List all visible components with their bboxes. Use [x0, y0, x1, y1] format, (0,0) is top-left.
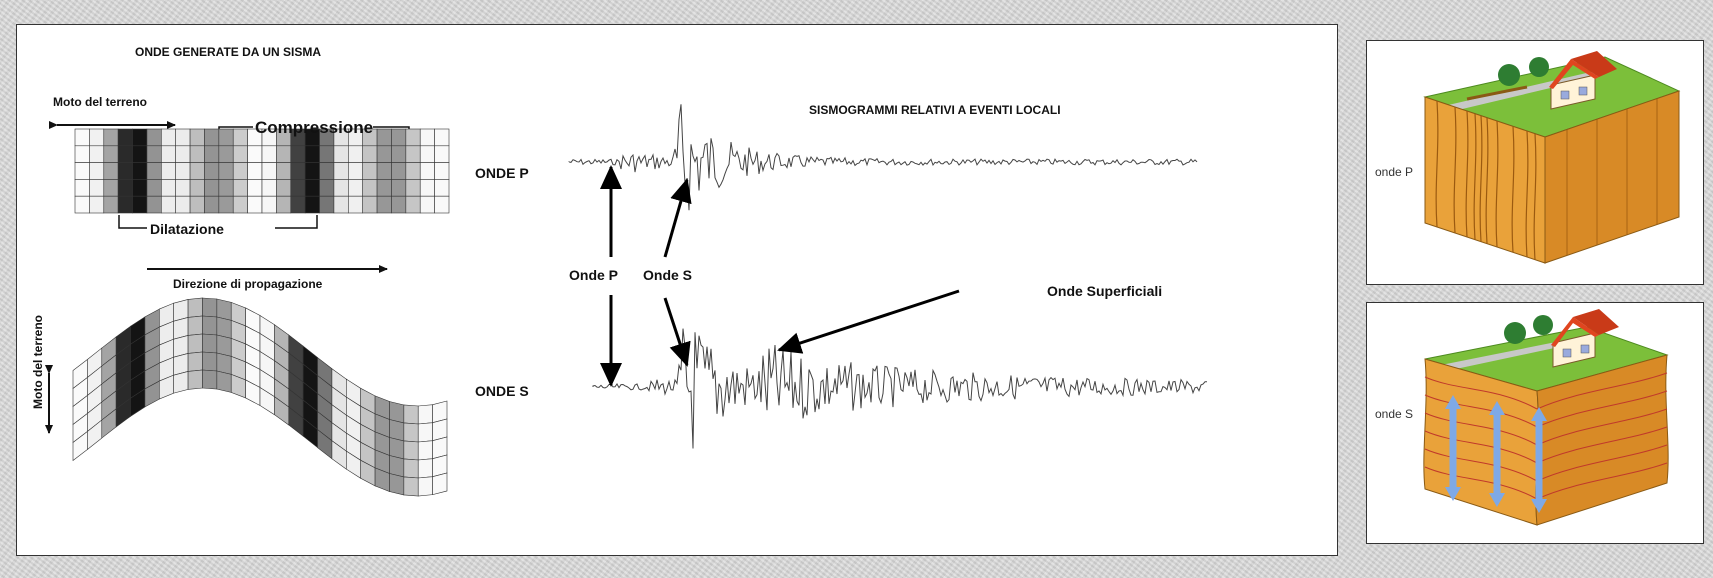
- p-wave-compression-lines: [1435, 98, 1658, 260]
- ground-motion-label-side: Moto del terreno: [31, 314, 45, 409]
- arrival-s-label: Onde S: [643, 267, 693, 283]
- wave-diagram-panel: ONDE GENERATE DA UN SISMA Moto del terre…: [16, 24, 1338, 556]
- seismogram-trace-p: [568, 104, 1198, 211]
- p-waves-label: ONDE P: [475, 165, 529, 181]
- propagation-label: Direzione di propagazione: [173, 277, 323, 291]
- wave-diagram-graphics: [45, 104, 1208, 497]
- p-wave-block-illustration: [1423, 51, 1681, 264]
- s-wave-grid: [72, 297, 448, 497]
- dilation-label: Dilatazione: [150, 221, 224, 237]
- s-wave-layer-lines: [1424, 372, 1668, 500]
- ground-motion-label-top: Moto del terreno: [53, 95, 148, 109]
- s-block-label: onde S: [1375, 407, 1414, 421]
- diagram-title: ONDE GENERATE DA UN SISMA: [135, 45, 322, 59]
- p-wave-grid: [74, 128, 450, 214]
- seismogram-trace-s: [592, 328, 1208, 449]
- s-wave-block-illustration: [1423, 309, 1669, 526]
- s-waves-label: ONDE S: [475, 383, 529, 399]
- s-arrival-arrow-down: [663, 297, 691, 367]
- compression-label: Compressione: [255, 118, 374, 137]
- surface-waves-arrow: [777, 289, 960, 354]
- s-arrival-arrow-up: [663, 178, 692, 258]
- s-wave-motion-arrows: [1445, 395, 1547, 513]
- dilation-bracket: [118, 215, 318, 229]
- p-block-label: onde P: [1375, 165, 1414, 179]
- surface-waves-label: Onde Superficiali: [1047, 283, 1163, 299]
- seismograms-title: SISMOGRAMMI RELATIVI A EVENTI LOCALI: [809, 103, 1061, 117]
- arrival-p-label: Onde P: [569, 267, 619, 283]
- p-wave-block-panel: onde P: [1366, 40, 1704, 285]
- s-wave-block-panel: onde S: [1366, 302, 1704, 544]
